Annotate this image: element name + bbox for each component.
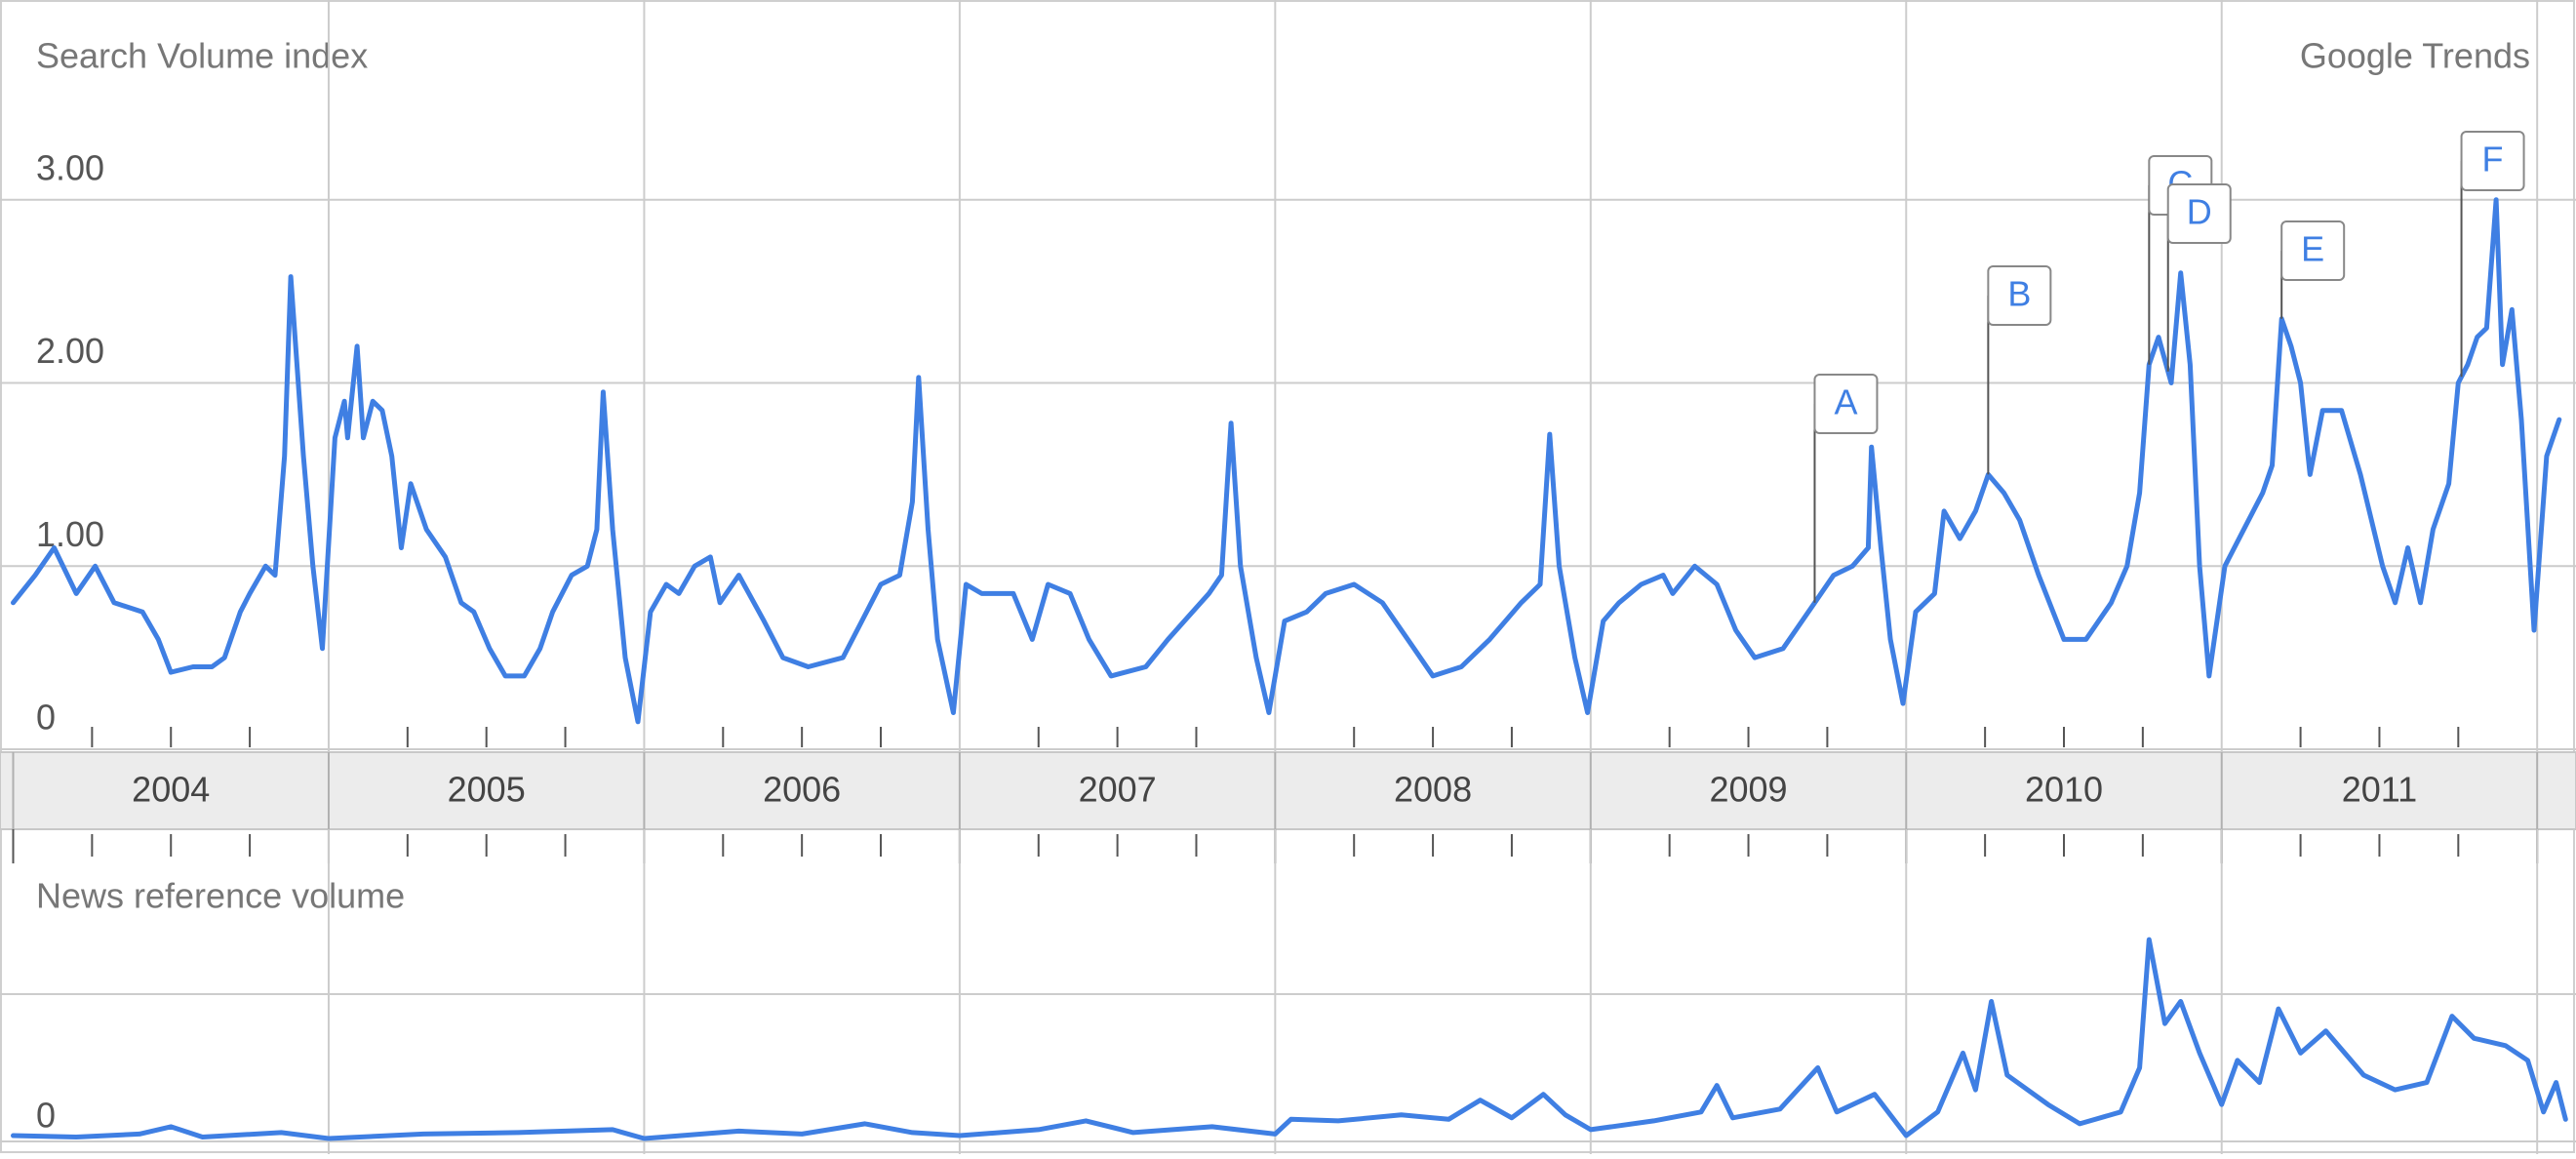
chart-title: News reference volume — [36, 876, 405, 916]
y-tick-label: 0 — [36, 698, 56, 738]
data-line — [11, 197, 2562, 725]
x-tick-label: 2004 — [132, 770, 210, 810]
data-line — [11, 937, 2568, 1141]
annotation-flag — [2460, 131, 2525, 191]
x-tick-label: 2009 — [1709, 770, 1787, 810]
annotation-label: D — [2187, 192, 2212, 232]
y-tick-label: 0 — [36, 1096, 56, 1136]
annotation-label: F — [2482, 140, 2504, 180]
x-tick-label: 2011 — [2342, 770, 2417, 810]
x-tick-label: 2007 — [1079, 770, 1157, 810]
annotation-flag — [2166, 183, 2232, 244]
x-tick-label: 2008 — [1394, 770, 1472, 810]
chart-title: Search Volume index — [36, 36, 368, 76]
annotation-flag — [1813, 374, 1879, 434]
y-tick-label: 1.00 — [36, 514, 104, 554]
y-tick-label: 3.00 — [36, 147, 104, 187]
annotation-label: B — [2007, 274, 2031, 314]
annotation-flag — [1987, 265, 2052, 326]
annotation-flag — [2280, 220, 2346, 281]
brand: Google Trends — [2300, 36, 2530, 76]
annotation-label: E — [2301, 229, 2324, 269]
x-tick-label: 2005 — [448, 770, 526, 810]
x-tick-label: 2006 — [763, 770, 841, 810]
annotation-label: A — [1834, 382, 1857, 422]
year-band — [0, 751, 2576, 830]
x-tick-label: 2010 — [2025, 770, 2103, 810]
y-tick-label: 2.00 — [36, 331, 104, 371]
